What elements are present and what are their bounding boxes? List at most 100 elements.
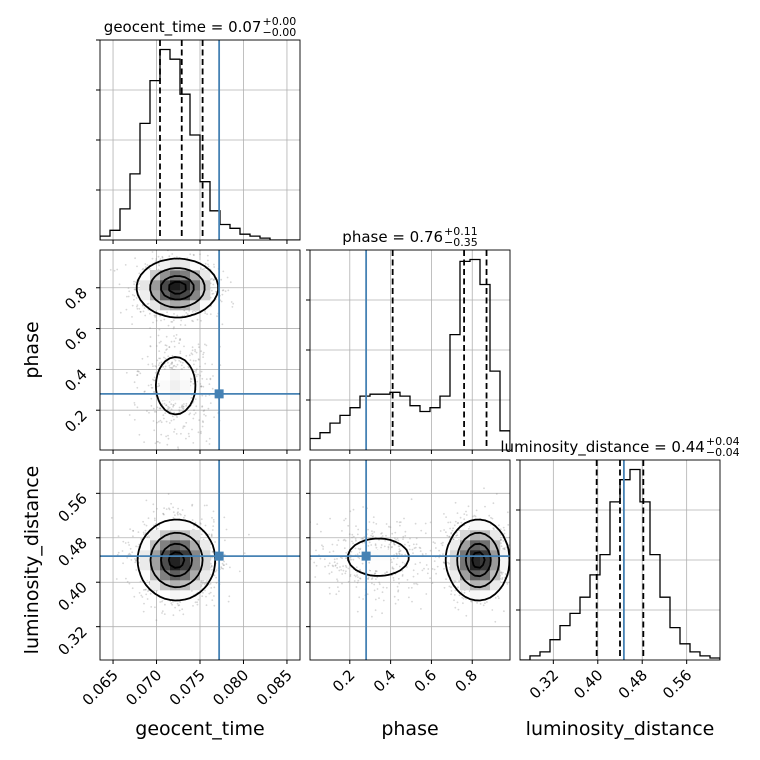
sample-point	[133, 402, 136, 404]
sample-point	[360, 537, 363, 540]
density-cell	[170, 300, 181, 311]
sample-point	[133, 280, 135, 283]
sample-point	[391, 566, 394, 569]
sample-point	[383, 545, 386, 548]
x-axis-label-geocent_time: geocent_time	[135, 718, 264, 740]
sample-point	[443, 513, 445, 515]
sample-point	[159, 601, 162, 603]
sample-point	[202, 421, 205, 424]
sample-point	[163, 507, 166, 509]
sample-point	[144, 263, 147, 265]
sample-point	[460, 591, 463, 593]
sample-point	[500, 571, 503, 574]
density-cell	[180, 520, 191, 531]
sample-point	[203, 583, 206, 586]
density-cell	[140, 570, 151, 581]
sample-point	[211, 363, 214, 366]
sample-point	[359, 547, 362, 550]
sample-point	[165, 420, 168, 423]
sample-point	[109, 269, 112, 271]
density-cell	[200, 560, 211, 571]
sample-point	[396, 537, 399, 540]
sample-point	[212, 292, 215, 295]
sample-point	[329, 517, 331, 520]
sample-point	[138, 370, 140, 373]
sample-point	[421, 569, 424, 572]
sample-point	[179, 338, 182, 340]
sample-point	[126, 556, 129, 559]
sample-point	[339, 566, 341, 568]
sample-point	[402, 535, 405, 538]
sample-point	[144, 588, 147, 591]
sample-point	[166, 348, 168, 350]
density-cell	[160, 260, 171, 271]
sample-point	[486, 601, 488, 603]
density-cell	[150, 270, 161, 281]
sample-point	[409, 537, 411, 540]
density-cell	[160, 390, 171, 401]
sample-point	[352, 535, 355, 538]
sample-point	[168, 458, 170, 460]
sample-point	[347, 524, 350, 527]
sample-point	[167, 355, 170, 358]
sample-point	[143, 307, 146, 309]
sample-point	[390, 541, 392, 544]
sample-point	[188, 309, 191, 312]
sample-point	[381, 535, 384, 537]
sample-point	[200, 585, 203, 587]
sample-point	[373, 573, 376, 576]
density-cell	[140, 550, 151, 561]
sample-point	[404, 553, 407, 556]
density-cell	[460, 550, 471, 561]
sample-point	[118, 283, 121, 286]
sample-point	[373, 531, 376, 533]
sample-point	[465, 614, 468, 617]
sample-point	[453, 524, 456, 527]
sample-point	[134, 558, 136, 560]
density-cell	[180, 560, 191, 571]
sample-point	[184, 324, 187, 326]
sample-point	[229, 281, 232, 284]
sample-point	[152, 503, 155, 506]
sample-point	[156, 440, 158, 443]
sample-point	[322, 545, 324, 548]
sample-point	[200, 319, 202, 322]
sample-point	[414, 522, 417, 525]
density-cell	[480, 590, 491, 601]
sample-point	[215, 569, 218, 571]
sample-point	[154, 314, 157, 317]
sample-point	[170, 602, 173, 605]
sample-point	[145, 593, 148, 596]
sample-point	[174, 606, 177, 609]
sample-point	[427, 568, 430, 570]
sample-point	[157, 382, 160, 385]
sample-point	[174, 402, 177, 405]
sample-point	[358, 557, 361, 560]
panel-frame	[306, 249, 511, 454]
sample-point	[147, 363, 150, 366]
sample-point	[209, 313, 212, 316]
sample-point	[319, 557, 322, 560]
sample-point	[172, 511, 175, 514]
sample-point	[385, 534, 387, 537]
sample-point	[197, 373, 199, 376]
sample-point	[162, 513, 165, 515]
sample-point	[337, 539, 340, 542]
sample-point	[375, 546, 378, 549]
sample-point	[415, 582, 417, 585]
sample-point	[125, 577, 127, 580]
sample-point	[514, 563, 516, 565]
sample-point	[155, 365, 158, 368]
sample-point	[454, 589, 457, 592]
sample-point	[429, 549, 432, 552]
sample-point	[152, 407, 155, 410]
sample-point	[138, 307, 141, 310]
sample-point	[142, 520, 145, 523]
sample-point	[398, 548, 401, 551]
sample-point	[157, 262, 160, 265]
density-cell	[160, 280, 171, 291]
sample-point	[210, 533, 213, 536]
sample-point	[333, 558, 336, 561]
sample-point	[380, 546, 382, 549]
sample-point	[212, 278, 215, 281]
